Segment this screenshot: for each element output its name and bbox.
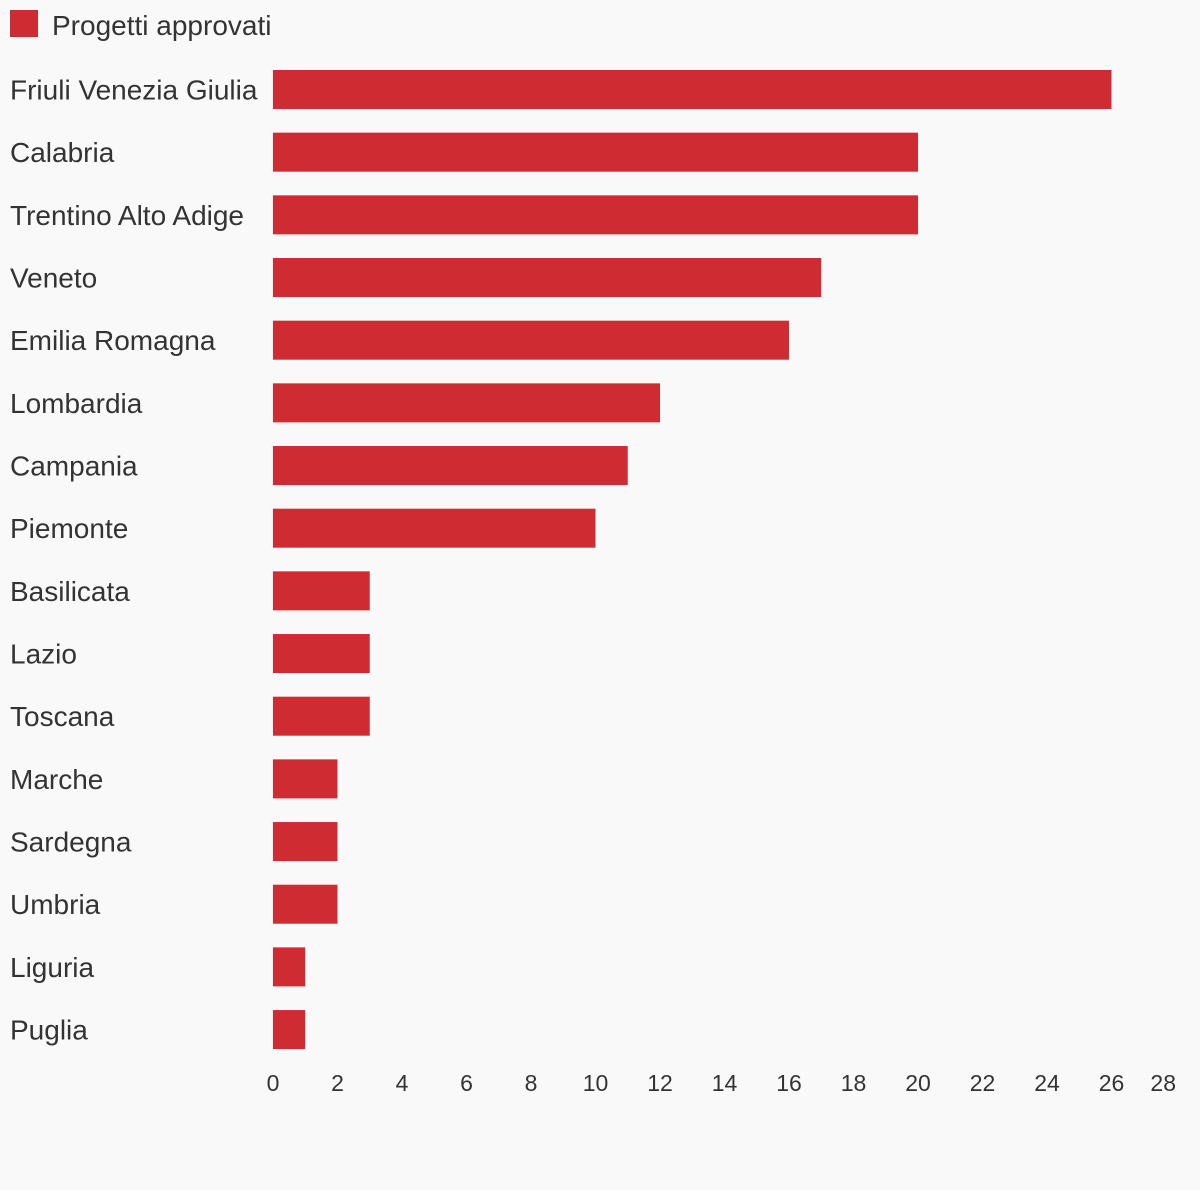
bar bbox=[273, 947, 306, 987]
x-tick-label: 4 bbox=[396, 1070, 409, 1096]
category-label: Basilicata bbox=[10, 576, 130, 607]
x-tick-label: 8 bbox=[525, 1070, 538, 1096]
bars-group bbox=[273, 70, 1112, 1050]
x-tick-label: 0 bbox=[267, 1070, 280, 1096]
bar bbox=[273, 446, 628, 486]
category-label: Lazio bbox=[10, 639, 77, 670]
category-label: Friuli Venezia Giulia bbox=[10, 75, 258, 106]
x-tick-label: 22 bbox=[970, 1070, 996, 1096]
x-tick-label: 18 bbox=[841, 1070, 867, 1096]
bar bbox=[273, 822, 338, 862]
bar bbox=[273, 383, 660, 423]
bar bbox=[273, 70, 1112, 109]
x-tick-label: 10 bbox=[583, 1070, 609, 1096]
bar bbox=[273, 571, 370, 611]
x-tick-label: 26 bbox=[1099, 1070, 1125, 1096]
x-tick-label: 6 bbox=[460, 1070, 473, 1096]
x-tick-label: 24 bbox=[1034, 1070, 1060, 1096]
bar bbox=[273, 634, 370, 674]
bar bbox=[273, 696, 370, 736]
x-tick-label: 20 bbox=[905, 1070, 931, 1096]
category-label: Lombardia bbox=[10, 388, 143, 419]
category-label: Calabria bbox=[10, 137, 115, 168]
category-label: Piemonte bbox=[10, 513, 128, 544]
category-label: Puglia bbox=[10, 1015, 88, 1046]
category-label: Veneto bbox=[10, 263, 97, 294]
bar bbox=[273, 508, 596, 548]
category-labels: Friuli Venezia Giulia Calabria Trentino Al… bbox=[10, 75, 258, 1046]
x-axis-tick-labels: 0 2 4 6 8 10 12 14 16 18 20 22 24 26 28 bbox=[267, 1070, 1176, 1096]
x-tick-label: 16 bbox=[776, 1070, 802, 1096]
category-label: Toscana bbox=[10, 701, 115, 732]
bar bbox=[273, 258, 822, 298]
x-tick-label: 28 bbox=[1150, 1070, 1176, 1096]
category-label: Liguria bbox=[10, 952, 94, 983]
category-label: Marche bbox=[10, 764, 103, 795]
bar bbox=[273, 1010, 306, 1050]
category-label: Campania bbox=[10, 451, 138, 482]
bar bbox=[273, 320, 789, 360]
category-label: Emilia Romagna bbox=[10, 325, 216, 356]
legend-swatch bbox=[10, 10, 38, 37]
category-label: Trentino Alto Adige bbox=[10, 200, 244, 231]
category-label: Sardegna bbox=[10, 827, 132, 858]
legend-label: Progetti approvati bbox=[52, 10, 272, 41]
x-tick-label: 14 bbox=[712, 1070, 738, 1096]
bar bbox=[273, 132, 918, 172]
bar bbox=[273, 884, 338, 924]
x-tick-label: 2 bbox=[331, 1070, 344, 1096]
bar bbox=[273, 759, 338, 799]
x-tick-label: 12 bbox=[647, 1070, 673, 1096]
category-label: Umbria bbox=[10, 889, 101, 920]
bar bbox=[273, 195, 918, 235]
